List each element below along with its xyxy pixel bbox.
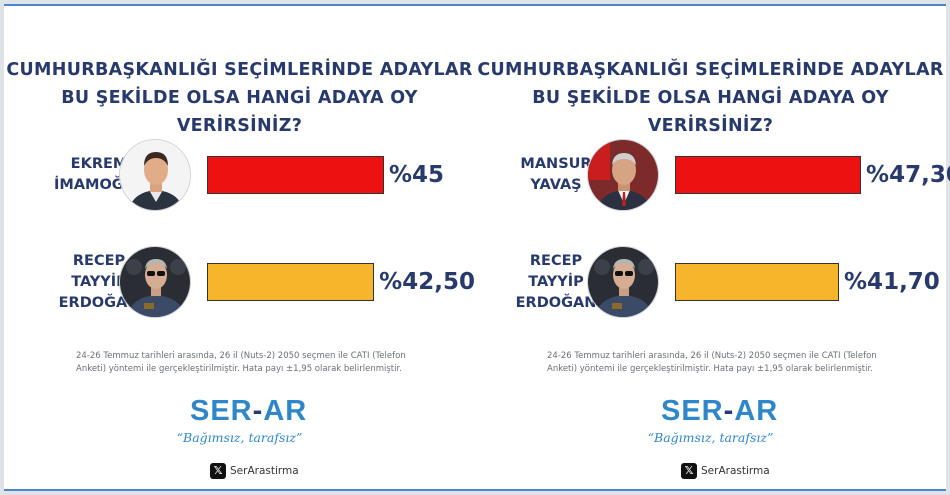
logo-dash: - [252, 395, 264, 427]
candidate-name-line: EKREM [70, 156, 128, 172]
logo-dash: - [723, 395, 735, 427]
chart-title-line-1: CUMHURBAŞKANLIĞI SEÇİMLERİNDE ADAYLAR [477, 60, 944, 80]
bar [207, 156, 384, 194]
candidate-photo-erdogan-portrait [119, 246, 191, 318]
slogan: “Bağımsız, tarafsız” [647, 430, 774, 445]
logo-text-ser: SER [661, 395, 724, 427]
logo-text-ar: AR [263, 395, 308, 427]
candidate-name: RECEP TAYYİP ERDOĞAN [511, 251, 601, 314]
candidate-name-line: ERDOĞAN [58, 294, 140, 311]
candidate-name-line: MANSUR [520, 156, 592, 172]
bar-value-label: %47,30 [866, 162, 950, 188]
ser-ar-logo: SER-AR [661, 395, 778, 428]
candidate-name-line: RECEP [72, 252, 126, 269]
social-handle-text: SerArastirma [230, 465, 299, 477]
candidate-name-line: TAYYİP [71, 273, 127, 290]
poll-panel-right: CUMHURBAŞKANLIĞI SEÇİMLERİNDE ADAYLAR BU … [475, 6, 950, 493]
chart-title-line-2: BU ŞEKİLDE OLSA HANGİ ADAYA OY VERİRSİNİ… [61, 88, 418, 136]
methodology-note: 24-26 Temmuz tarihleri arasında, 26 il (… [76, 351, 406, 374]
social-handle-text: SerArastirma [701, 465, 770, 477]
logo-text-ser: SER [190, 395, 253, 427]
candidate-name-line: YAVAŞ [530, 177, 582, 193]
chart-title-line-1: CUMHURBAŞKANLIĞI SEÇİMLERİNDE ADAYLAR [6, 60, 473, 80]
social-handle[interactable]: 𝕏 SerArastirma [210, 463, 299, 479]
candidate-photo-erdogan-portrait [587, 246, 659, 318]
methodology-note: 24-26 Temmuz tarihleri arasında, 26 il (… [547, 351, 877, 374]
poll-panel-left: CUMHURBAŞKANLIĞI SEÇİMLERİNDE ADAYLAR BU … [4, 6, 475, 493]
x-logo-icon: 𝕏 [681, 463, 697, 479]
candidate-name: MANSUR YAVAŞ [511, 154, 601, 196]
bar-value-label: %42,50 [379, 269, 475, 295]
ser-ar-logo: SER-AR [190, 395, 307, 428]
chart-title-line-2: BU ŞEKİLDE OLSA HANGİ ADAYA OY VERİRSİNİ… [532, 88, 889, 136]
candidate-name-line: RECEP [529, 252, 583, 269]
infographic-frame: CUMHURBAŞKANLIĞI SEÇİMLERİNDE ADAYLAR BU … [4, 4, 950, 493]
candidate-name-line: TAYYİP [528, 273, 584, 290]
bar [675, 263, 840, 301]
bar-value-label: %45 [389, 162, 445, 188]
x-logo-icon: 𝕏 [210, 463, 226, 479]
logo-text-ar: AR [734, 395, 779, 427]
candidate-photo-yavas-portrait [587, 139, 659, 211]
candidate-name-line: ERDOĞAN [515, 294, 597, 311]
candidate-name: RECEP TAYYİP ERDOĞAN [54, 251, 144, 314]
bar-value-label: %41,70 [844, 269, 940, 295]
candidate-photo-imamoglu-portrait [119, 139, 191, 211]
bar [207, 263, 375, 301]
bar [675, 156, 862, 194]
social-handle[interactable]: 𝕏 SerArastirma [681, 463, 770, 479]
slogan: “Bağımsız, tarafsız” [176, 430, 303, 445]
